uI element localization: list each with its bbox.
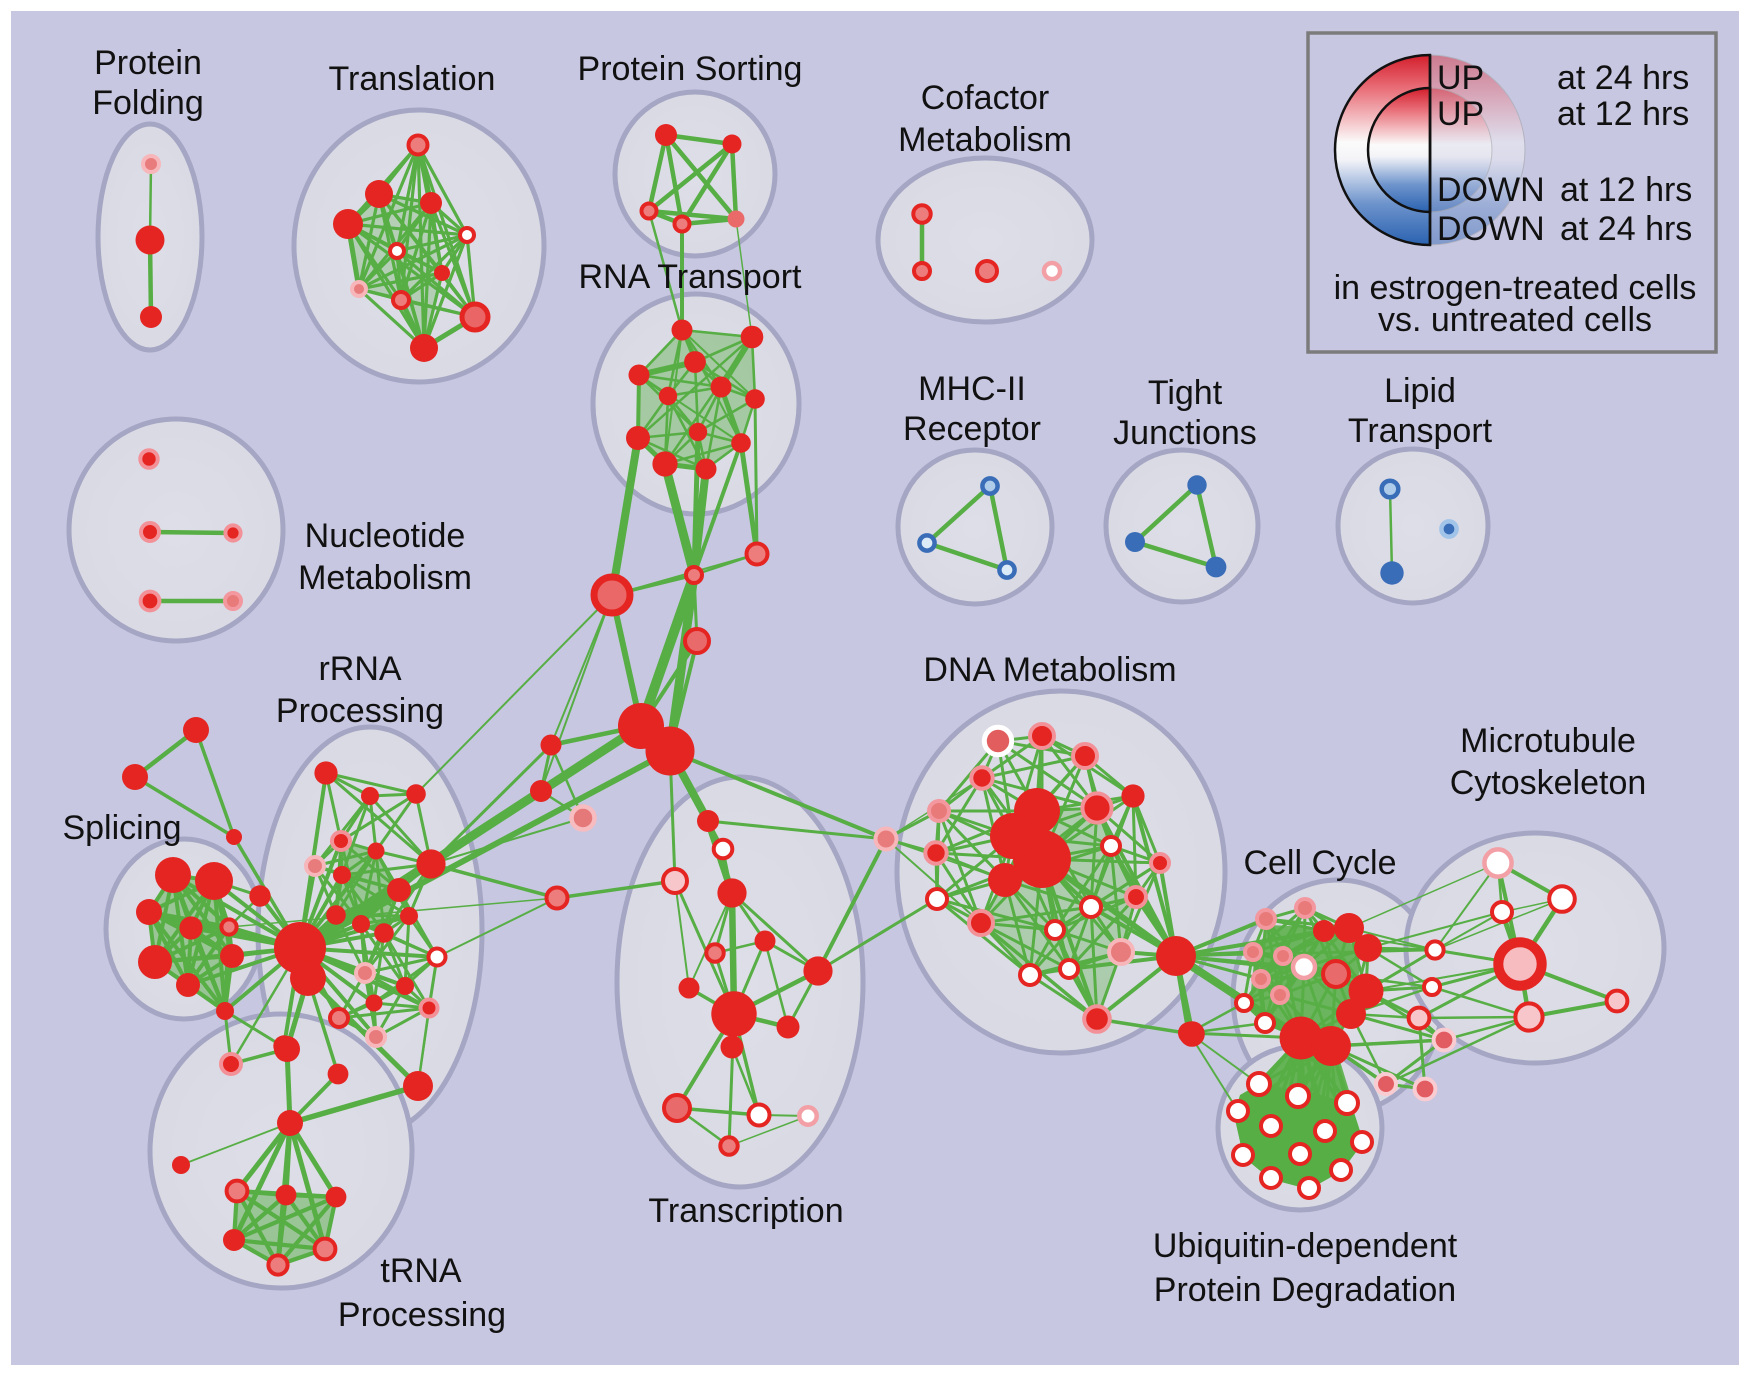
- svg-text:at 12 hrs: at 12 hrs: [1560, 171, 1692, 209]
- svg-text:Splicing: Splicing: [62, 809, 181, 847]
- svg-text:DNA Metabolism: DNA Metabolism: [923, 651, 1176, 689]
- svg-text:Metabolism: Metabolism: [898, 121, 1072, 159]
- svg-text:UP: UP: [1437, 95, 1484, 133]
- svg-text:Transport: Transport: [1348, 412, 1493, 450]
- svg-text:in estrogen-treated cells: in estrogen-treated cells: [1334, 269, 1697, 307]
- svg-text:DOWN: DOWN: [1437, 210, 1545, 248]
- svg-text:Cytoskeleton: Cytoskeleton: [1450, 764, 1647, 802]
- svg-text:Folding: Folding: [92, 84, 204, 122]
- svg-text:UP: UP: [1437, 59, 1484, 97]
- svg-text:Ubiquitin-dependent: Ubiquitin-dependent: [1153, 1227, 1458, 1265]
- svg-text:at 24 hrs: at 24 hrs: [1560, 210, 1692, 248]
- svg-text:RNA Transport: RNA Transport: [579, 258, 803, 296]
- svg-text:Receptor: Receptor: [903, 410, 1041, 448]
- svg-text:MHC-II: MHC-II: [918, 370, 1026, 408]
- svg-text:Cell Cycle: Cell Cycle: [1243, 844, 1396, 882]
- svg-text:rRNA: rRNA: [318, 650, 401, 688]
- svg-text:Lipid: Lipid: [1384, 372, 1456, 410]
- svg-text:DOWN: DOWN: [1437, 171, 1545, 209]
- svg-text:Cofactor: Cofactor: [921, 79, 1050, 117]
- svg-text:Processing: Processing: [276, 692, 444, 730]
- svg-text:Nucleotide: Nucleotide: [305, 517, 466, 555]
- svg-text:tRNA: tRNA: [380, 1252, 462, 1290]
- svg-text:at 12 hrs: at 12 hrs: [1557, 95, 1689, 133]
- svg-text:Transcription: Transcription: [648, 1192, 843, 1230]
- svg-text:Protein Sorting: Protein Sorting: [578, 50, 803, 88]
- svg-text:Processing: Processing: [338, 1296, 506, 1334]
- svg-text:Metabolism: Metabolism: [298, 559, 472, 597]
- svg-text:Tight: Tight: [1148, 374, 1223, 412]
- svg-text:Protein: Protein: [94, 44, 202, 82]
- svg-text:Translation: Translation: [329, 60, 496, 98]
- svg-text:Microtubule: Microtubule: [1460, 722, 1636, 760]
- svg-text:Junctions: Junctions: [1113, 414, 1257, 452]
- svg-text:Protein Degradation: Protein Degradation: [1154, 1271, 1456, 1309]
- svg-text:vs. untreated cells: vs. untreated cells: [1378, 301, 1652, 339]
- svg-text:at 24 hrs: at 24 hrs: [1557, 59, 1689, 97]
